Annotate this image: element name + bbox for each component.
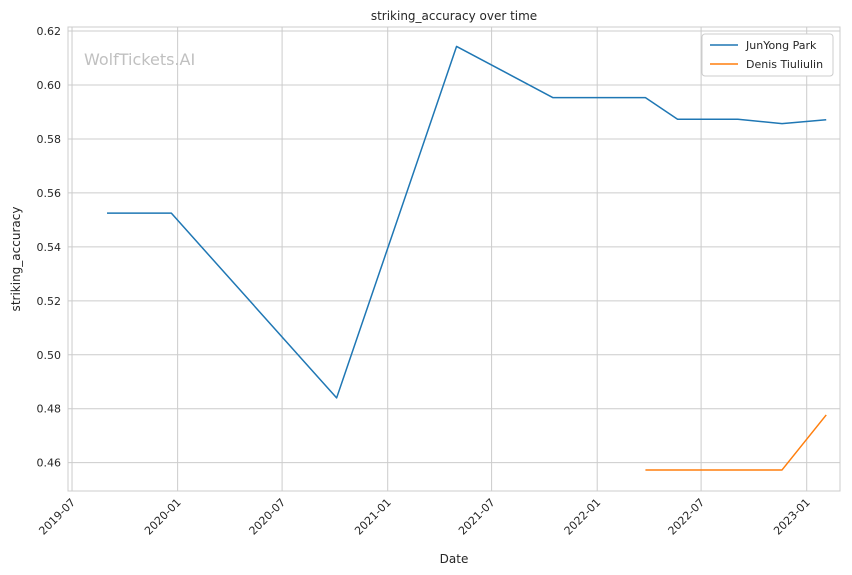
x-tick-label: 2020-07	[247, 496, 289, 538]
y-tick-label: 0.46	[37, 457, 62, 470]
y-tick-label: 0.48	[37, 403, 62, 416]
grid-lines	[68, 27, 840, 491]
y-tick-label: 0.52	[37, 295, 62, 308]
plot-area	[68, 27, 840, 491]
watermark: WolfTickets.AI	[84, 50, 195, 69]
y-tick-label: 0.50	[37, 349, 62, 362]
y-tick-label: 0.58	[37, 133, 62, 146]
y-tick-label: 0.54	[37, 241, 62, 254]
y-tick-label: 0.62	[37, 25, 62, 38]
series-line-denis-tiuliulin	[645, 414, 827, 471]
x-axis-label: Date	[440, 552, 469, 566]
x-tick-label: 2023-01	[771, 496, 813, 538]
y-axis-label: striking_accuracy	[9, 207, 23, 312]
y-tick-label: 0.60	[37, 79, 62, 92]
legend-label-denis-tiuliulin: Denis Tiuliulin	[746, 58, 823, 71]
x-tick-label: 2021-01	[352, 496, 394, 538]
series-line-junyong-park	[107, 45, 827, 399]
legend-label-junyong-park: JunYong Park	[745, 39, 817, 52]
x-tick-label: 2020-01	[142, 496, 184, 538]
legend: JunYong Park Denis Tiuliulin	[701, 33, 834, 77]
series-layer	[107, 45, 827, 471]
chart-title: striking_accuracy over time	[371, 9, 537, 23]
x-tick-label: 2022-07	[666, 496, 708, 538]
x-tick-label: 2022-01	[562, 496, 604, 538]
x-tick-label: 2019-07	[36, 496, 78, 538]
plot-frame	[67, 26, 841, 492]
x-tick-label: 2021-07	[456, 496, 498, 538]
y-tick-label: 0.56	[37, 187, 62, 200]
